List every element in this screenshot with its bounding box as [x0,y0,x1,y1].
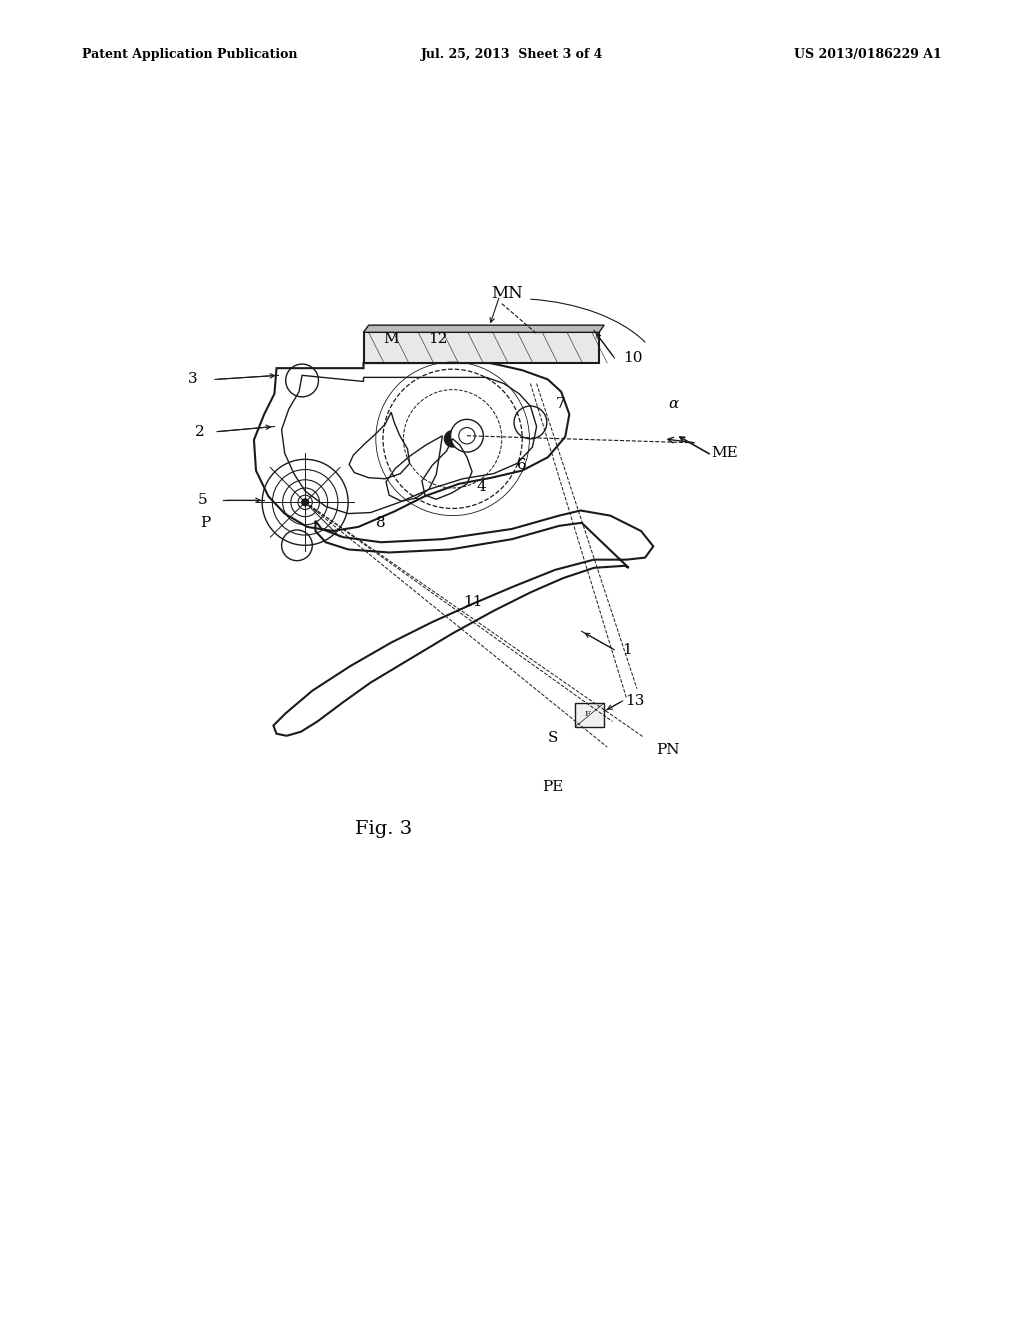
Text: 8: 8 [376,516,386,529]
Text: US 2013/0186229 A1: US 2013/0186229 A1 [795,48,942,61]
Text: P: P [200,516,210,529]
Polygon shape [364,325,604,333]
Polygon shape [575,704,604,726]
Text: PN: PN [656,743,679,758]
Text: α: α [669,397,679,411]
Text: 1: 1 [622,643,632,657]
Polygon shape [364,333,599,363]
Text: 3: 3 [187,372,198,387]
Text: 4: 4 [476,480,486,494]
Text: Patent Application Publication: Patent Application Publication [82,48,297,61]
Text: PE: PE [543,780,563,793]
Circle shape [301,498,309,507]
Text: 2: 2 [195,425,205,438]
Text: 6: 6 [517,458,527,473]
Text: S: S [548,731,558,744]
Text: 10: 10 [623,351,643,364]
Text: MN: MN [490,285,523,302]
Text: M: M [383,333,399,346]
Text: 5: 5 [198,494,208,507]
Text: 11: 11 [463,594,483,609]
Text: F: F [585,710,591,718]
Text: Fig. 3: Fig. 3 [355,820,413,838]
Circle shape [451,420,483,453]
Text: 7: 7 [555,397,565,411]
Text: 13: 13 [626,694,644,708]
Text: Jul. 25, 2013  Sheet 3 of 4: Jul. 25, 2013 Sheet 3 of 4 [421,48,603,61]
Circle shape [444,430,461,447]
Text: ME: ME [712,446,738,461]
Text: 12: 12 [428,333,449,346]
